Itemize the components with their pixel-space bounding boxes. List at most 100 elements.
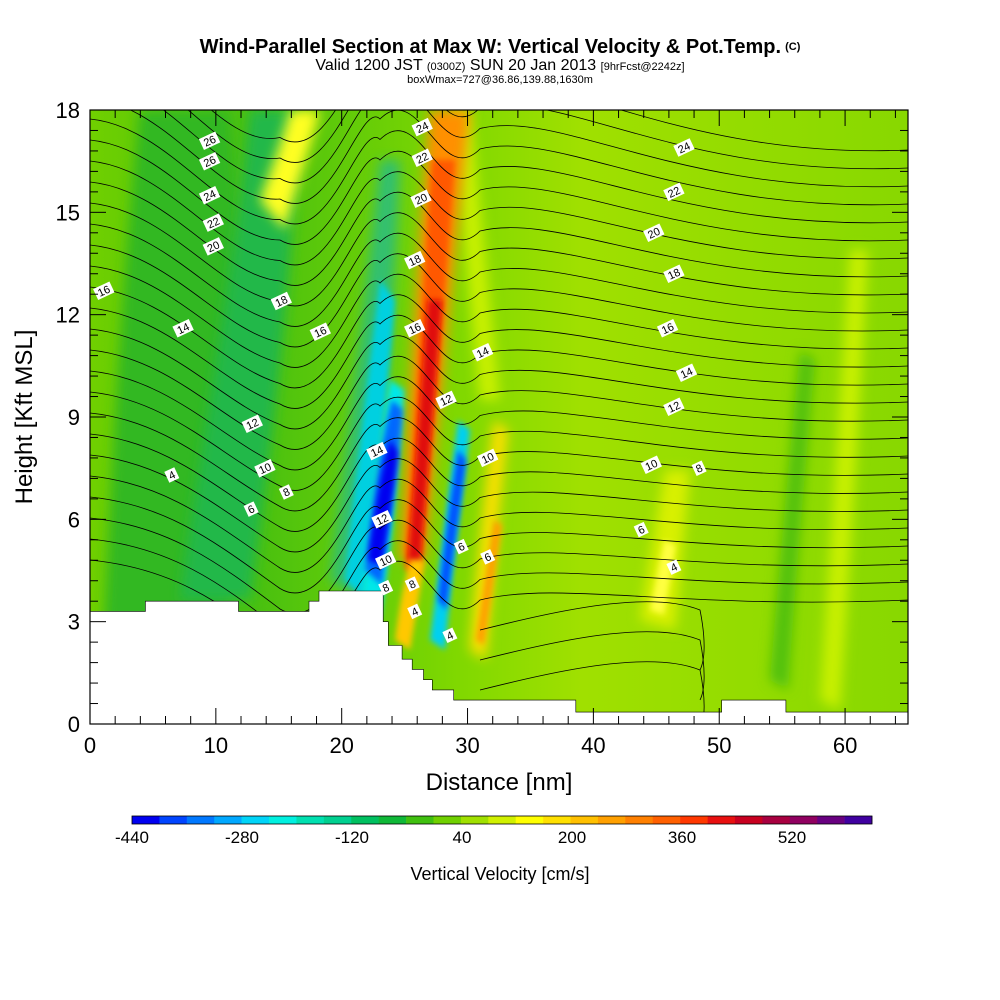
contour-label: 4 [666,559,682,575]
svg-text:18: 18 [274,294,290,310]
colorbar-tick-label: -440 [115,828,149,847]
contour-line [479,601,705,671]
y-tick-label: 18 [56,98,80,123]
contour-line [90,538,908,635]
contour-label: 12 [371,510,393,529]
contour-label: 22 [202,213,224,232]
contour-line [479,661,705,724]
plot-area: 26 26 24 22 20 16 14 18 16 12 10 4 8 6 24 22 20 18 16 14 12 1… [90,110,908,724]
colorbar-tick-label: 200 [558,828,586,847]
contour-line [90,433,908,532]
contour-label: 22 [411,148,433,168]
contour-line [90,454,908,553]
colorbar-tick-label: 360 [668,828,696,847]
contour-line [90,265,908,368]
valid-prefix: Valid 1200 JST [315,57,423,74]
contour-label: 12 [435,390,457,410]
svg-text:8: 8 [694,462,705,475]
colorbar-swatch [296,816,325,824]
y-tick-label: 6 [68,507,80,532]
contour-label: 4 [164,467,180,483]
svg-text:14: 14 [175,321,191,337]
svg-text:12: 12 [245,417,261,433]
colorbar-swatch [762,816,791,824]
y-tick-label: 15 [56,200,80,225]
x-axis-label: Distance [nm] [426,769,573,796]
svg-text:12: 12 [666,400,682,416]
valid-date: SUN 20 Jan 2013 [469,57,597,74]
contour-line [90,181,908,286]
contour-label: 24 [673,138,695,157]
colorbar-swatch [351,816,379,824]
box-wmax-note: boxWmax=727@36.86,139.88,1630m [407,74,593,86]
svg-text:16: 16 [660,321,676,337]
colorbar-frame [131,815,873,825]
velocity-band [450,110,500,400]
colorbar-swatch [132,816,160,824]
contour-line [90,517,908,614]
contour-label: 10 [375,551,397,570]
colorbar-swatch [515,816,544,824]
colorbar-swatch [789,816,818,824]
contour-label: 18 [270,291,292,311]
colorbar-swatch [543,816,571,824]
contour-label: 6 [633,521,649,538]
velocity-band [476,520,502,645]
svg-text:22: 22 [415,151,431,167]
svg-text:26: 26 [202,154,218,170]
contour-label: 14 [366,441,388,461]
contour-line [90,412,908,512]
svg-text:16: 16 [313,325,329,341]
x-tick-label: 30 [455,733,479,758]
velocity-band [345,280,395,600]
svg-text:4: 4 [167,469,178,482]
velocity-band [180,110,300,600]
colorbar-swatch [817,816,845,824]
svg-text:8: 8 [281,486,292,499]
contour-label: 20 [410,189,432,208]
svg-text:14: 14 [679,366,695,382]
colorbar-swatch [433,816,462,824]
y-tick-label: 9 [68,405,80,430]
svg-text:8: 8 [407,578,418,591]
valid-utc: (0300Z) [426,61,466,73]
x-tick-label: 20 [329,733,353,758]
svg-text:24: 24 [415,120,431,136]
chart-titles: Wind-Parallel Section at Max W: Vertical… [0,36,1000,86]
svg-text:12: 12 [374,512,390,528]
contour-line [90,223,908,327]
x-tick-label: 50 [707,733,731,758]
colorbar-swatch [570,816,599,824]
contour-label: 14 [471,342,494,362]
contour-label: 22 [663,182,685,202]
colorbar-swatch [488,816,517,824]
contour-label: 8 [378,579,394,596]
contour-label: 4 [407,603,423,620]
colorbar-swatch [378,816,407,824]
svg-text:4: 4 [445,629,456,642]
x-axis: 0 10 20 30 40 50 60 [84,110,896,758]
contour-line [90,202,908,307]
svg-text:24: 24 [202,188,218,204]
colorbar-swatch [734,816,763,824]
colorbar-swatch [460,816,489,824]
x-tick-label: 60 [833,733,857,758]
y-tick-label: 12 [56,303,80,328]
contour-line [90,244,908,348]
contour-label: 6 [480,549,496,565]
colorbar-tick-label: -280 [225,828,259,847]
colorbar-swatch [241,816,270,824]
corner-mark: (C) [785,41,801,53]
colorbar-swatch [406,816,434,824]
svg-text:6: 6 [483,551,494,564]
colorbar-swatch [680,816,708,824]
contour-line [90,118,908,225]
svg-text:20: 20 [206,239,222,255]
x-tick-label: 0 [84,733,96,758]
contour-line [187,110,908,170]
contour-label: 16 [656,319,679,338]
colorbar: -440 -280 -120 40 200 360 520 [115,815,873,847]
contour-label: 26 [198,151,221,171]
contour-label: 16 [404,319,426,338]
